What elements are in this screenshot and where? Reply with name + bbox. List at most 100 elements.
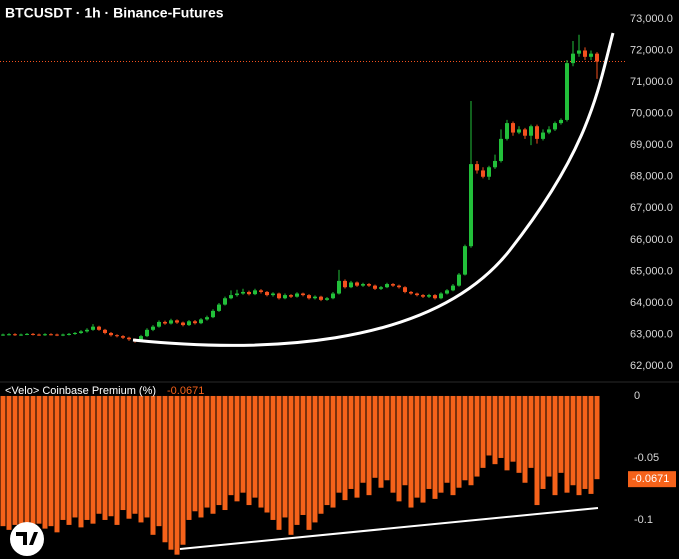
candle-body [379,287,383,289]
bar [414,395,420,498]
candle-body [505,123,509,139]
trendline-annotation [179,507,599,550]
candle-body [409,291,413,294]
candle-body [115,335,119,337]
candle-body [547,129,551,133]
candle-body [565,63,569,120]
bar [402,395,408,486]
bar [144,395,150,518]
candle-body [523,129,527,136]
candle-body [397,285,401,288]
candle-body [205,317,209,320]
bar [84,395,90,520]
y-tick-label: 66,000.0 [630,234,673,246]
bar [588,395,594,494]
y-tick-label: 73,000.0 [630,13,673,25]
y-tick-label: 64,000.0 [630,297,673,309]
bar [24,395,30,528]
candle-body [589,53,593,57]
candle-body [217,304,221,311]
candle-body [193,321,197,324]
bar [306,395,312,530]
candle-body [463,246,467,275]
last-value-box [628,471,676,488]
candle-body [169,320,173,324]
plot-layer: 62,000.0 63,000.0 64,000.0 65,000.0 66,000.0… [0,13,676,555]
bar [324,395,330,506]
bar [222,395,228,511]
candle-body [199,319,203,324]
bar [258,395,264,508]
candle-body [163,321,167,324]
candle-body [403,287,407,292]
bar [228,395,234,496]
bar [468,395,474,486]
y-tick-label: 69,000.0 [630,139,673,151]
candle-body [385,284,389,288]
bar [288,395,294,535]
candle-body [445,290,449,294]
candle-body [19,334,23,336]
bar [156,395,162,527]
candle-body [25,333,29,335]
bar [282,395,288,518]
bar [12,395,18,525]
bar [486,395,492,456]
bar [510,395,516,462]
bar [102,395,108,520]
candle-body [151,326,155,330]
bar [162,395,168,543]
bar [462,395,468,481]
bar [6,395,12,530]
bar [78,395,84,528]
candle-body [493,160,497,168]
bar [120,395,126,511]
candle-body [61,334,65,336]
bar [516,395,522,473]
bar [570,395,576,486]
candle-body [13,334,17,336]
y-tick-label: 72,000.0 [630,44,673,56]
candle-body [157,321,161,327]
bar [312,395,318,523]
candle-body [325,298,329,300]
bar [264,395,270,513]
bar [480,395,486,468]
candle-body [49,334,53,336]
candle-body [7,334,11,336]
bar [426,395,432,489]
bar [216,395,222,506]
bar [42,395,48,529]
bar [204,395,210,508]
candle-body [223,298,227,305]
bar [372,395,378,478]
candle-body [85,329,89,332]
bar [294,395,300,525]
candle-body [121,336,125,338]
candle-body [421,295,425,297]
y-tick-label: 71,000.0 [630,76,673,88]
bar [378,395,384,488]
candle-body [451,285,455,291]
candle-body [583,50,587,57]
bar [432,395,438,499]
bar [360,395,366,483]
candle-body [181,322,185,326]
candle-body [415,293,419,296]
bar [198,395,204,518]
bar [246,395,252,506]
candle-body [73,332,77,334]
y-tick-label: -0.1 [634,514,653,526]
candle-body [481,170,485,177]
candle-body [271,293,275,296]
bar [150,395,156,535]
candle-body [355,282,359,286]
bar [396,395,402,502]
candle-body [55,334,59,336]
bar [0,395,6,527]
candle-body [529,126,533,136]
candle-body [229,295,233,299]
bar [354,395,360,498]
bar [168,395,174,550]
bar [492,395,498,465]
